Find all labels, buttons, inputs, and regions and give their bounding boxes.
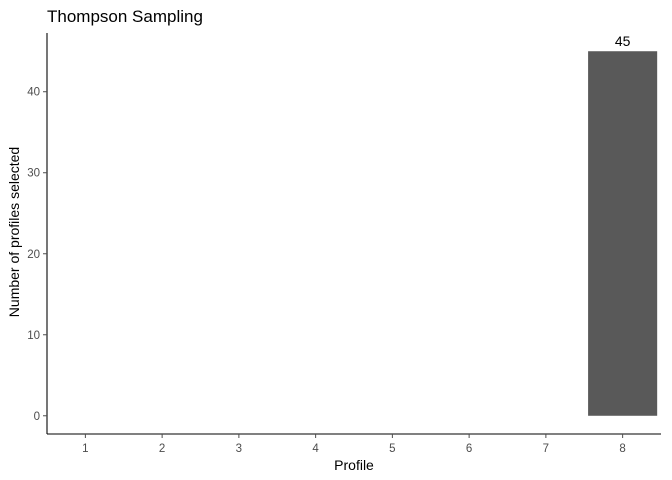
data-label-profile-8: 45 [615, 33, 631, 49]
y-axis-ticks: 0 10 20 30 40 [27, 87, 47, 423]
x-tick-label: 5 [389, 443, 395, 455]
y-tick-label: 30 [27, 168, 40, 180]
x-tick-label: 6 [466, 443, 472, 455]
y-axis-title: Number of profiles selected [6, 147, 22, 317]
x-axis-ticks: 1 2 3 4 5 6 7 8 [82, 434, 626, 455]
data-labels-layer: 45 [615, 33, 631, 49]
x-tick-label: 8 [619, 443, 625, 455]
x-tick-label: 7 [543, 443, 549, 455]
chart-title: Thompson Sampling [47, 7, 203, 26]
x-tick-label: 1 [82, 443, 88, 455]
y-tick-label: 20 [27, 249, 40, 261]
x-tick-label: 3 [236, 443, 242, 455]
y-tick-label: 10 [27, 330, 40, 342]
bars-layer [588, 51, 658, 416]
y-tick-label: 0 [34, 411, 40, 423]
x-tick-label: 4 [312, 443, 319, 455]
x-tick-label: 2 [159, 443, 165, 455]
y-tick-label: 40 [27, 87, 40, 99]
bar-profile-8 [588, 51, 658, 416]
x-axis-title: Profile [334, 457, 374, 473]
